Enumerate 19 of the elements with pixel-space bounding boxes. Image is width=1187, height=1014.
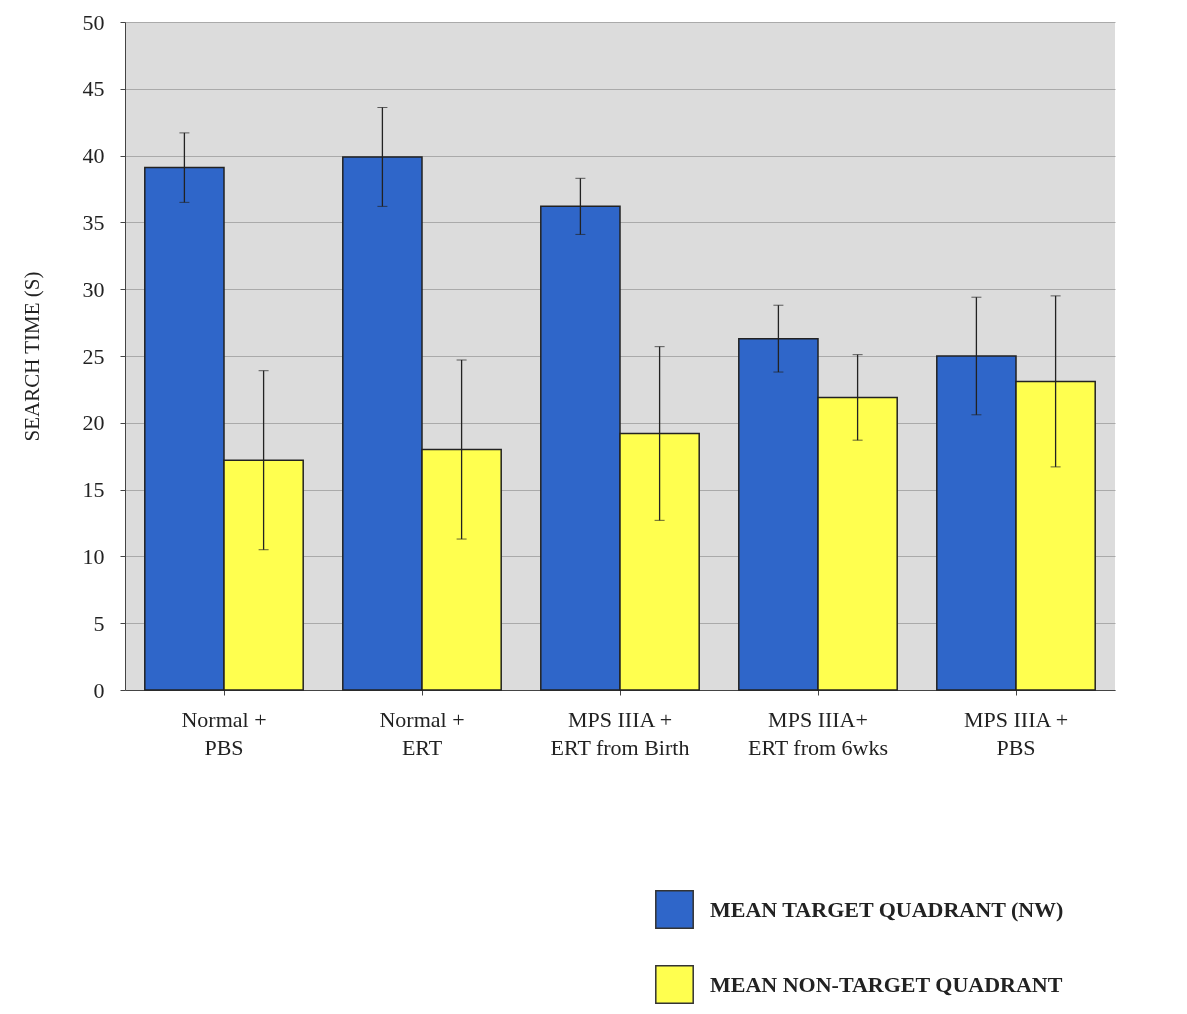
y-tick-label: 45 — [82, 76, 105, 102]
y-tick-label: 40 — [82, 143, 105, 169]
y-tick-label: 20 — [82, 410, 105, 436]
y-tick-label: 5 — [93, 610, 105, 636]
x-tick-label: MPS IIIA+ ERT from 6wks — [747, 706, 889, 760]
y-tick-label: 35 — [82, 209, 105, 235]
y-tick-label: 50 — [82, 9, 105, 35]
legend-label: MEAN TARGET QUADRANT (NW) — [710, 896, 1064, 922]
y-tick-label: 10 — [82, 543, 105, 569]
y-tick-label: 25 — [82, 343, 105, 369]
y-tick-label: 15 — [82, 477, 105, 503]
x-tick-label: Normal + ERT — [379, 706, 465, 760]
legend-label: MEAN NON-TARGET QUADRANT — [710, 971, 1063, 997]
x-tick-label: MPS IIIA + ERT from Birth — [550, 706, 690, 760]
x-tick-label: Normal + PBS — [181, 706, 267, 760]
x-tick-label: MPS IIIA + PBS — [963, 706, 1069, 760]
y-tick-label: 30 — [82, 276, 105, 302]
y-tick-label: 0 — [93, 677, 105, 703]
y-axis-title: SEARCH TIME (S) — [19, 271, 44, 442]
